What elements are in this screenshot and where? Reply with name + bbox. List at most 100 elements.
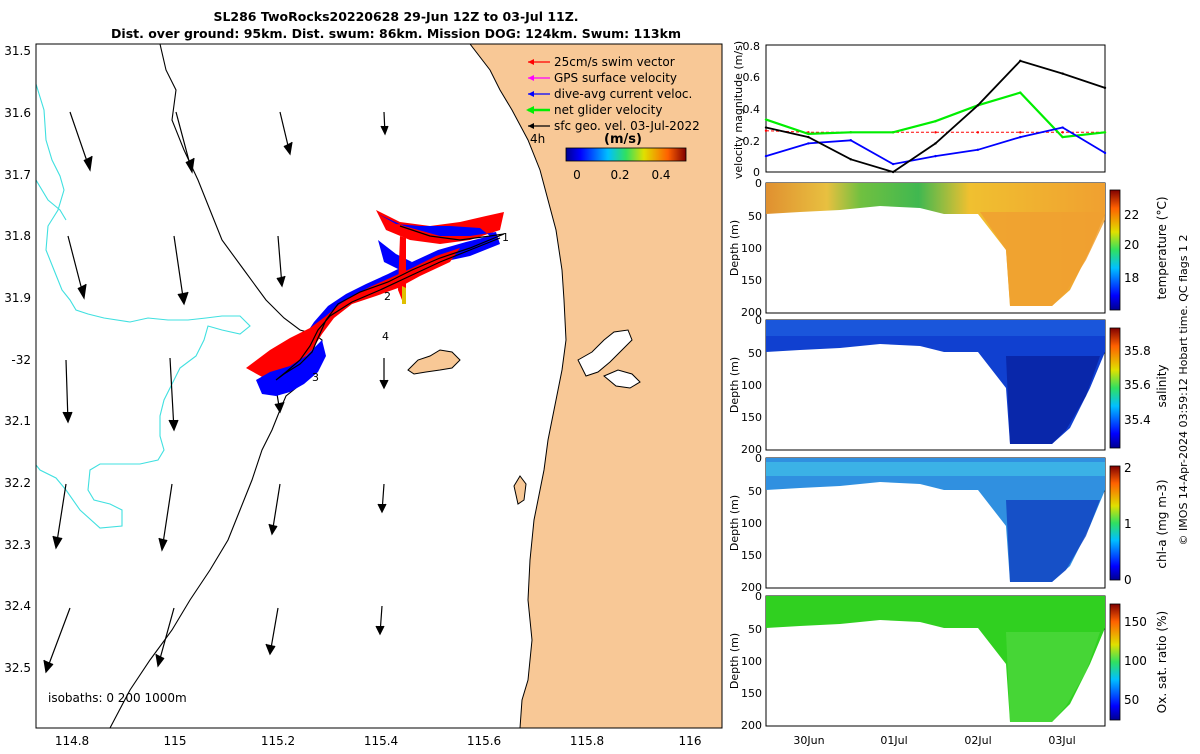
velocity-series-point [1103, 131, 1107, 134]
map-y-tick: 31.8 [4, 229, 31, 243]
depth-tick: 50 [748, 347, 762, 360]
velocity-series-point [976, 131, 980, 134]
legend-gps: GPS surface velocity [554, 71, 677, 85]
cb-tick: 20 [1124, 238, 1139, 252]
isobaths-label: isobaths: 0 200 1000m [48, 691, 187, 705]
swim-vector-swath-3 [398, 236, 406, 300]
cb-tick: 18 [1124, 271, 1139, 285]
velocity-series-point [849, 131, 852, 134]
map-x-tick: 115.2 [261, 734, 295, 748]
map-y-tick: 31.5 [4, 44, 31, 58]
day-marker-1: 1 [502, 231, 509, 244]
velocity-series-point [807, 132, 810, 136]
depth-label: Depth (m) [728, 357, 741, 413]
velocity-series-point [891, 170, 895, 174]
cb-tick: 35.8 [1124, 344, 1151, 358]
map-colorbar: 0 0.2 0.4 [565, 147, 687, 182]
velocity-series-point [891, 162, 895, 166]
colorbar-tick: 0.2 [610, 168, 629, 182]
depth-tick: 150 [741, 274, 762, 287]
velocity-series-point [764, 118, 768, 121]
velocity-y-tick: 0 [753, 166, 760, 179]
velocity-series-point [849, 139, 852, 142]
section-colorbar-labels: temperature (°C) salinity chl-a (mg m-3)… [1155, 197, 1169, 714]
land-mass [470, 44, 722, 728]
velocity-y-axis: 0 0.2 0.4 0.6 0.8 [743, 40, 761, 179]
depth-tick: 200 [741, 581, 762, 594]
isobath-1000m-b [36, 179, 67, 221]
depth-tick: 200 [741, 443, 762, 456]
map-x-tick: 115.4 [364, 734, 398, 748]
velocity-series-point [1061, 131, 1064, 134]
depth-tick: 150 [741, 687, 762, 700]
velocity-series-point [976, 148, 980, 151]
velocity-series-point [891, 131, 895, 134]
salinity-section [765, 319, 1121, 451]
velocity-series-point [934, 131, 937, 134]
depth-tick: 150 [741, 549, 762, 562]
velocity-series-point [1061, 72, 1064, 75]
depth-tick: 100 [741, 655, 762, 668]
glider-path [275, 225, 505, 381]
day-marker-3: 3 [312, 371, 319, 384]
cb-tick: 35.6 [1124, 378, 1151, 392]
oxygen-section [765, 595, 1121, 727]
map-y-tick: 31.7 [4, 168, 31, 182]
velocity-series-point [1019, 131, 1022, 134]
velocity-series-point [1061, 135, 1064, 139]
cb-label-chla: chl-a (mg m-3) [1155, 479, 1169, 568]
map-y-tick: 32.4 [4, 599, 31, 613]
map-x-tick: 115.8 [570, 734, 604, 748]
legend-net: net glider velocity [554, 103, 662, 117]
map-y-tick: 32.3 [4, 538, 31, 552]
map-panel: 1 2 3 4 114.8 115 115.2 115.4 115.6 115.… [4, 43, 723, 748]
island-2 [513, 475, 527, 505]
island [407, 349, 461, 375]
figure-title-line2: Dist. over ground: 95km. Dist. swum: 86k… [111, 26, 681, 41]
map-x-axis: 114.8 115 115.2 115.4 115.6 115.8 116 [55, 734, 702, 748]
depth-tick: 100 [741, 242, 762, 255]
map-frame [35, 43, 723, 729]
cb-tick: 1 [1124, 517, 1132, 531]
time-tick: 03Jul [1048, 734, 1075, 747]
colorbar-tick: 0.4 [651, 168, 670, 182]
velocity-y-tick: 0.6 [743, 71, 761, 84]
geo-velocity-arrows [43, 111, 389, 674]
map-y-tick: 32.1 [4, 414, 31, 428]
velocity-series-point [764, 126, 768, 129]
cb-label-oxygen: Ox. sat. ratio (%) [1155, 611, 1169, 713]
time-tick: 01Jul [880, 734, 907, 747]
velocity-series-point [976, 104, 980, 107]
depth-tick: 0 [755, 314, 762, 327]
cb-tick: 0 [1124, 573, 1132, 587]
map-y-tick: 32.5 [4, 661, 31, 675]
colorbar-hours: 4h [530, 132, 545, 146]
velocity-lines [764, 59, 1107, 174]
velocity-series-point [934, 120, 937, 123]
section-depth-labels: Depth (m) Depth (m) Depth (m) Depth (m) [728, 220, 741, 689]
figure-title-line1: SL286 TwoRocks20220628 29-Jun 12Z to 03-… [213, 9, 578, 24]
depth-tick: 200 [741, 719, 762, 732]
cb-tick: 100 [1124, 654, 1147, 668]
map-y-axis: 31.5 31.6 31.7 31.8 31.9 -32 32.1 32.2 3… [4, 44, 31, 675]
isobath-1000m [36, 83, 251, 529]
swim-vector-swath-2 [246, 248, 460, 378]
legend-dive-avg: dive-avg current veloc. [554, 87, 692, 101]
legend-swim: 25cm/s swim vector [554, 55, 675, 69]
depth-tick: 0 [755, 452, 762, 465]
coastline [469, 44, 567, 728]
velocity-series-point [849, 158, 852, 161]
velocity-y-tick: 0.2 [743, 135, 761, 148]
depth-label: Depth (m) [728, 633, 741, 689]
cb-tick: 50 [1124, 693, 1139, 707]
estuary [577, 329, 633, 377]
legend-sfc-geo: sfc geo. vel. 03-Jul-2022 [554, 119, 700, 133]
cb-tick: 2 [1124, 461, 1132, 475]
depth-tick: 50 [748, 485, 762, 498]
section-depth-axes: 0 50 100 150 200 0 50 100 150 200 0 50 1… [741, 177, 762, 732]
colorbar-units: (m/s) [604, 132, 642, 147]
net-velocity-mark [402, 286, 406, 304]
map-y-tick: 31.6 [4, 106, 31, 120]
map-x-tick: 115 [164, 734, 187, 748]
